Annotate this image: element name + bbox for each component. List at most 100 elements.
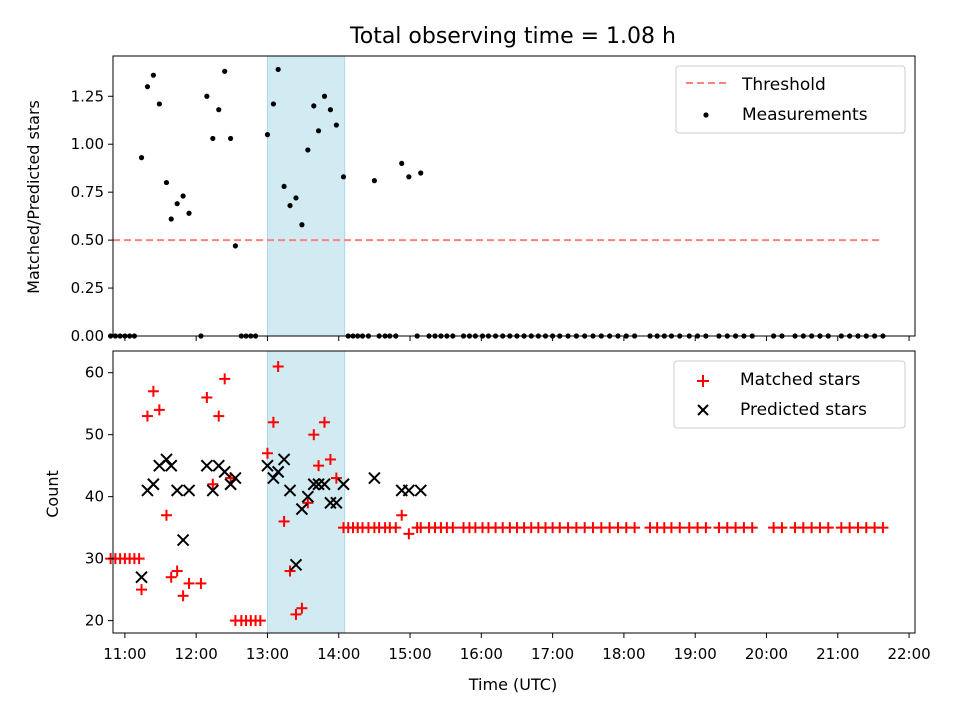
matched-star-point [313, 460, 325, 472]
matched-star-point [278, 515, 290, 527]
x-tick-label: 16:00 [460, 645, 503, 663]
x-tick-label: 11:00 [103, 645, 146, 663]
matched-star-point [147, 385, 159, 397]
x-tick-label: 21:00 [816, 645, 859, 663]
matched-star-point [396, 509, 408, 521]
predicted-star-point [229, 471, 242, 485]
predicted-star-point [200, 459, 214, 472]
matched-star-point [213, 410, 225, 422]
matched-star-point [261, 447, 273, 459]
matched-star-point [160, 509, 172, 521]
predicted-star-point [218, 465, 231, 479]
top-y-tick-label: 0.25 [71, 279, 104, 297]
predicted-star-point [206, 484, 220, 497]
matched-star-point [447, 522, 459, 534]
measurement-point [321, 93, 328, 99]
measurement-point [144, 84, 151, 90]
x-tick-label: 15:00 [388, 645, 431, 663]
measurement-point [228, 135, 234, 142]
measurement-point [168, 216, 174, 222]
legend-measurements-label: Measurements [742, 105, 868, 125]
bottom-legend: Matched stars Predicted stars [673, 360, 906, 429]
measurement-point [180, 193, 186, 199]
top-y-tick-label: 1.00 [71, 135, 104, 153]
matched-star-point [171, 565, 183, 577]
predicted-star-point [147, 478, 160, 491]
predicted-star-point [283, 484, 297, 497]
measurement-point [315, 128, 322, 134]
matched-star-point [302, 497, 314, 509]
measurement-point [299, 222, 305, 228]
matched-star-point [141, 410, 153, 422]
predicted-star-point [402, 484, 416, 497]
predicted-star-point [277, 453, 291, 466]
observing-span-top [266, 55, 346, 337]
predicted-star-point [261, 459, 274, 472]
predicted-star-point [271, 465, 285, 479]
predicted-star-point [176, 533, 190, 547]
legend-predicted-swatch [697, 404, 709, 416]
measurement-point [264, 132, 271, 138]
bottom-plot-frame [112, 350, 916, 634]
x-tick-label: 18:00 [602, 645, 645, 663]
matched-star-point [272, 360, 284, 372]
legend-predicted-label: Predicted stars [740, 400, 867, 420]
predicted-star-point [160, 453, 173, 466]
bottom-y-tick-label: 40 [85, 488, 104, 506]
predicted-star-point [289, 558, 303, 572]
measurement-point [293, 195, 299, 201]
measurement-point [371, 178, 377, 184]
matched-star-point [153, 404, 165, 416]
predicted-star-point [368, 471, 381, 485]
bottom-y-tick-label: 60 [85, 364, 104, 382]
matched-star-point [877, 522, 889, 534]
x-tick-label: 17:00 [531, 645, 574, 663]
matched-star-point [324, 453, 336, 465]
legend-measurements-swatch [703, 112, 709, 118]
top-y-tick-label: 1.25 [71, 87, 104, 105]
matched-star-point [267, 416, 279, 428]
matched-star-point [822, 522, 834, 534]
matched-star-point [308, 429, 320, 441]
matched-star-point [254, 615, 266, 627]
measurement-point [311, 103, 317, 109]
x-axis-label: Time (UTC) [468, 675, 557, 694]
matched-star-point [219, 373, 231, 385]
bottom-y-tick-label: 20 [85, 612, 104, 630]
top-y-tick-label: 0.50 [71, 231, 104, 249]
matched-star-point [629, 522, 641, 534]
predicted-star-point [224, 478, 237, 491]
top-legend: Threshold Measurements [675, 65, 906, 134]
matched-star-point [330, 472, 342, 484]
predicted-star-point [337, 478, 350, 491]
measurement-point [232, 243, 238, 249]
predicted-star-point [318, 478, 331, 491]
predicted-star-point [182, 484, 196, 497]
x-tick-label: 19:00 [674, 645, 717, 663]
bottom-legend-box [673, 360, 906, 429]
top-y-tick-label: 0.75 [71, 183, 104, 201]
matched-star-point [177, 590, 189, 602]
predicted-star-point [295, 502, 309, 516]
legend-matched-label: Matched stars [740, 370, 860, 390]
matched-star-point [403, 528, 415, 540]
matched-star-point [290, 608, 302, 620]
legend-threshold-label: Threshold [741, 75, 826, 95]
x-tick-label: 22:00 [887, 645, 930, 663]
predicted-star-point [267, 471, 280, 485]
bottom-y-tick-label: 50 [85, 426, 104, 444]
matched-star-point [207, 478, 219, 490]
bottom-y-tick-label: 30 [85, 550, 104, 568]
matched-star-point [674, 522, 686, 534]
predicted-star-point [330, 496, 343, 510]
measurement-point [216, 107, 222, 113]
matched-star-point [183, 577, 195, 589]
matched-star-point [136, 584, 148, 596]
matched-star-point [201, 391, 213, 403]
top-legend-box [675, 65, 906, 134]
legend-matched-swatch [697, 375, 709, 387]
measurement-point [340, 174, 347, 180]
measurement-point [204, 93, 210, 99]
predicted-star-point [301, 490, 315, 503]
observing-span-bottom [266, 350, 346, 634]
